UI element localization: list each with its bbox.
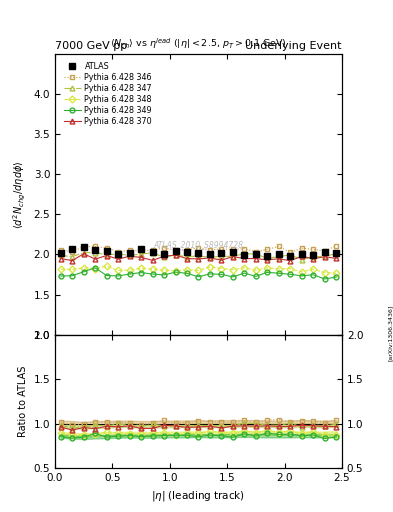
Text: [arXiv:1306.3436]: [arXiv:1306.3436]	[387, 305, 392, 361]
Y-axis label: $\langle d^2 N_{chg}/d\eta d\phi\rangle$: $\langle d^2 N_{chg}/d\eta d\phi\rangle$	[12, 160, 28, 228]
Legend: ATLAS, Pythia 6.428 346, Pythia 6.428 347, Pythia 6.428 348, Pythia 6.428 349, P: ATLAS, Pythia 6.428 346, Pythia 6.428 34…	[62, 60, 154, 128]
X-axis label: $|\eta|$ (leading track): $|\eta|$ (leading track)	[151, 489, 246, 503]
Text: ATLAS_2010_S8994728: ATLAS_2010_S8994728	[153, 240, 244, 249]
Text: Underlying Event: Underlying Event	[245, 41, 342, 51]
Y-axis label: Ratio to ATLAS: Ratio to ATLAS	[18, 366, 28, 437]
Text: $\langle N_{ch}\rangle$ vs $\eta^{lead}$ ($|\eta| < 2.5$, $p_T > 0.1$ GeV): $\langle N_{ch}\rangle$ vs $\eta^{lead}$…	[110, 36, 287, 51]
Text: 7000 GeV pp: 7000 GeV pp	[55, 41, 127, 51]
